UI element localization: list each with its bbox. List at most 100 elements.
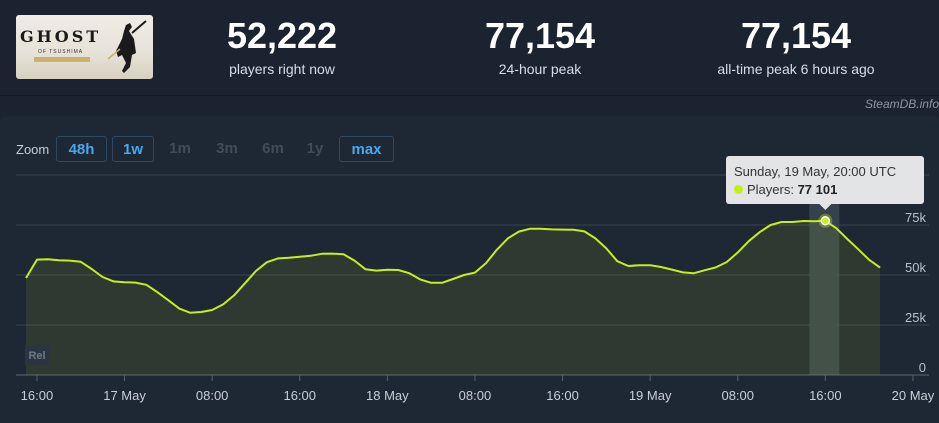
data-point (472, 270, 477, 275)
24h-peak-value: 77,154 (484, 15, 596, 56)
y-tick-label: 50k (905, 260, 926, 275)
data-point (451, 277, 456, 282)
data-point (724, 260, 729, 265)
zoom-6m-button[interactable]: 6m (262, 140, 284, 157)
zoom-1y-button[interactable]: 1y (306, 140, 324, 157)
data-point (264, 260, 269, 265)
data-point (407, 271, 412, 276)
data-point (560, 227, 565, 232)
data-point (221, 302, 226, 307)
data-point (319, 251, 324, 256)
data-point (144, 282, 149, 287)
data-point (856, 247, 861, 252)
samurai-figure-icon (107, 20, 147, 73)
data-point (790, 220, 795, 225)
24h-peak-label: 24-hour peak (498, 61, 582, 77)
x-tick-label: 18 May (366, 388, 409, 403)
players-area (26, 220, 881, 375)
data-point (604, 246, 609, 251)
data-point (670, 267, 675, 272)
zoom-3m-button[interactable]: 3m (216, 140, 238, 157)
data-point (483, 261, 488, 266)
steamdb-credit[interactable]: SteamDB.info (864, 97, 939, 111)
highlight-point (820, 216, 831, 226)
zoom-48h-button[interactable]: 48h (56, 136, 107, 162)
stats-header: GHOST OF TSUSHIMA 52,222 players right n… (0, 0, 939, 96)
x-tick-label: 08:00 (721, 388, 754, 403)
data-point (429, 280, 434, 285)
current-players-value: 52,222 (226, 15, 338, 56)
x-tick-label: 19 May (629, 388, 672, 403)
data-point (834, 226, 839, 231)
hover-band (809, 200, 840, 375)
data-point (89, 267, 94, 272)
data-point (713, 265, 718, 270)
data-point (155, 290, 160, 295)
logo-band (34, 57, 90, 62)
data-point (210, 308, 215, 313)
data-point (45, 257, 50, 262)
data-point (24, 276, 29, 281)
players-line (25, 219, 881, 314)
tooltip-pointer (819, 204, 832, 210)
zoom-max-button[interactable]: max (339, 136, 394, 162)
rel-marker (25, 345, 49, 365)
tooltip-value-row: Players: 77 101 (734, 181, 916, 199)
data-point (757, 230, 762, 235)
data-point (330, 251, 335, 256)
data-point (297, 254, 302, 259)
data-point (440, 280, 445, 285)
all-time-peak-label: all-time peak 6 hours ago (717, 61, 875, 77)
data-point (166, 298, 171, 303)
data-point (122, 280, 127, 285)
data-point (352, 258, 357, 263)
data-point (374, 268, 379, 273)
data-point (691, 271, 696, 276)
x-tick-label: 16:00 (21, 388, 54, 403)
data-point (626, 264, 631, 269)
data-point (582, 229, 587, 234)
data-point (494, 247, 499, 252)
data-point (78, 259, 83, 264)
data-point (505, 236, 510, 241)
game-logo[interactable]: GHOST OF TSUSHIMA (16, 15, 153, 79)
chart-tooltip: Sunday, 19 May, 20:00 UTC Players: 77 10… (726, 156, 924, 204)
data-point (681, 270, 686, 275)
data-point (133, 280, 138, 285)
data-point (648, 263, 653, 268)
tooltip-value: 77 101 (797, 182, 838, 197)
data-point (363, 267, 368, 272)
data-point (571, 227, 576, 232)
data-point (308, 253, 313, 258)
data-point (593, 236, 598, 241)
x-tick-label: 08:00 (196, 388, 229, 403)
logo-title: GHOST (20, 27, 102, 46)
data-point (702, 268, 707, 273)
data-point (418, 277, 423, 282)
data-point (516, 229, 521, 234)
data-point (188, 310, 193, 315)
y-tick-label: 25k (905, 310, 926, 325)
data-point (659, 265, 664, 270)
zoom-label: Zoom (16, 142, 50, 157)
zoom-1m-button[interactable]: 1m (169, 140, 191, 157)
data-point (746, 239, 751, 244)
data-point (549, 227, 554, 232)
data-point (538, 226, 543, 231)
data-point (801, 219, 806, 224)
zoom-1w-button[interactable]: 1w (112, 136, 154, 162)
data-point (878, 265, 883, 270)
current-players-label: players right now (229, 61, 335, 77)
x-tick-label: 16:00 (809, 388, 842, 403)
stat-all-time-peak: 77,154 all-time peak 6 hours ago (696, 14, 896, 77)
stat-24h-peak: 77,154 24-hour peak (440, 14, 640, 77)
data-point (779, 220, 784, 225)
data-point (735, 250, 740, 255)
data-point (396, 268, 401, 273)
data-point (199, 310, 204, 315)
tooltip-series-label: Players: (747, 182, 798, 197)
data-point (253, 269, 258, 274)
series-dot-icon (734, 185, 743, 194)
data-point (232, 293, 237, 298)
